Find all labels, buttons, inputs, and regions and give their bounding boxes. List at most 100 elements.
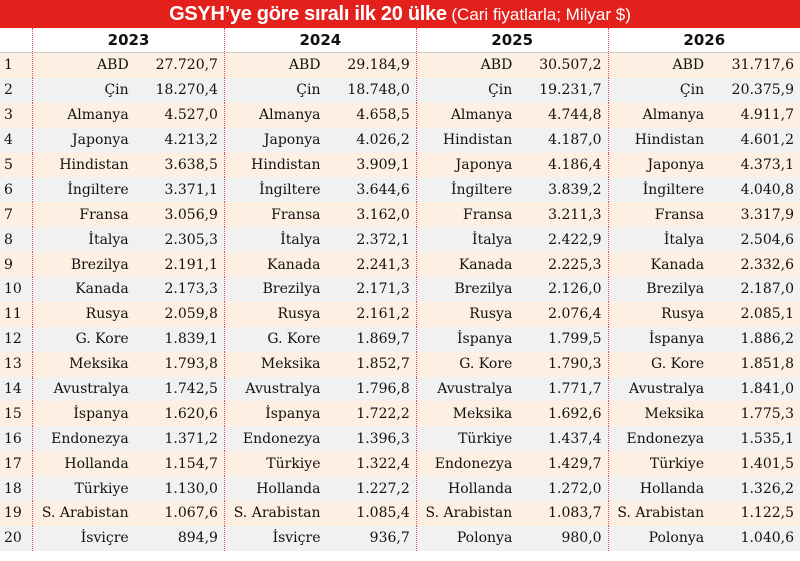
country-cell: Japonya <box>224 127 327 153</box>
header-row: 2023 2024 2025 2026 <box>0 28 800 53</box>
gdp-value-cell: 1.799,5 <box>518 326 609 352</box>
title-main: GSYH’ye göre sıralı ilk 20 ülke <box>169 3 447 25</box>
table-row: 13 Meksika 1.793,8 Meksika 1.852,7 G. Kore 1.7… <box>0 351 800 377</box>
table-row: 16 Endonezya 1.371,2 Endonezya 1.396,3 Türkiy… <box>0 426 800 452</box>
gdp-value-cell: 2.504,6 <box>710 227 800 253</box>
table-row: 14 Avustralya 1.742,5 Avustralya 1.796,8 Avus… <box>0 376 800 402</box>
gdp-value-cell: 4.373,1 <box>710 152 800 178</box>
country-cell: Endonezya <box>416 451 519 477</box>
gdp-value-cell: 3.909,1 <box>326 152 417 178</box>
country-cell: İtalya <box>416 227 519 253</box>
country-cell: İsviçre <box>224 525 327 551</box>
rank-cell: 17 <box>0 451 34 477</box>
country-cell: Brezilya <box>224 277 327 302</box>
year-header: 2026 <box>608 28 800 53</box>
rank-cell: 13 <box>0 351 34 377</box>
gdp-value-cell: 1.326,2 <box>710 476 800 502</box>
country-cell: S. Arabistan <box>32 501 135 526</box>
gdp-value-cell: 1.085,4 <box>326 501 417 526</box>
country-cell: İtalya <box>608 227 711 253</box>
country-cell: Avustralya <box>224 376 327 402</box>
gdp-value-cell: 4.658,5 <box>326 102 417 128</box>
gdp-value-cell: 1.886,2 <box>710 326 800 352</box>
country-cell: Hindistan <box>32 152 135 178</box>
gdp-value-cell: 3.371,1 <box>134 177 225 203</box>
country-cell: Polonya <box>608 525 711 551</box>
gdp-value-cell: 4.026,2 <box>326 127 417 153</box>
gdp-value-cell: 3.839,2 <box>518 177 609 203</box>
gdp-value-cell: 1.852,7 <box>326 351 417 377</box>
gdp-value-cell: 1.396,3 <box>326 426 417 452</box>
country-cell: Çin <box>224 77 327 103</box>
country-cell: Brezilya <box>416 277 519 302</box>
country-cell: İspanya <box>32 401 135 427</box>
country-cell: Hollanda <box>608 476 711 502</box>
gdp-value-cell: 1.067,6 <box>134 501 225 526</box>
rank-cell: 15 <box>0 401 34 427</box>
gdp-value-cell: 2.225,3 <box>518 252 609 278</box>
country-cell: Avustralya <box>32 376 135 402</box>
rank-header <box>0 28 34 53</box>
gdp-value-cell: 1.083,7 <box>518 501 609 526</box>
gdp-value-cell: 2.171,3 <box>326 277 417 302</box>
country-cell: Brezilya <box>32 252 135 278</box>
country-cell: İspanya <box>416 326 519 352</box>
gdp-value-cell: 18.748,0 <box>326 77 417 103</box>
rank-cell: 16 <box>0 426 34 452</box>
country-cell: Japonya <box>416 152 519 178</box>
country-cell: Hindistan <box>224 152 327 178</box>
country-cell: Endonezya <box>224 426 327 452</box>
gdp-value-cell: 2.305,3 <box>134 227 225 253</box>
gdp-value-cell: 1.227,2 <box>326 476 417 502</box>
country-cell: Almanya <box>32 102 135 128</box>
country-cell: İngiltere <box>416 177 519 203</box>
country-cell: İngiltere <box>32 177 135 203</box>
country-cell: Rusya <box>608 301 711 327</box>
rank-cell: 11 <box>0 301 34 327</box>
country-cell: İtalya <box>224 227 327 253</box>
country-cell: G. Kore <box>416 351 519 377</box>
gdp-value-cell: 1.130,0 <box>134 476 225 502</box>
gdp-value-cell: 1.692,6 <box>518 401 609 427</box>
country-cell: Türkiye <box>32 476 135 502</box>
gdp-value-cell: 2.059,8 <box>134 301 225 327</box>
gdp-value-cell: 1.429,7 <box>518 451 609 477</box>
gdp-value-cell: 1.775,3 <box>710 401 800 427</box>
gdp-value-cell: 4.744,8 <box>518 102 609 128</box>
rank-cell: 6 <box>0 177 34 203</box>
country-cell: Hindistan <box>416 127 519 153</box>
country-cell: İsviçre <box>32 525 135 551</box>
country-cell: İspanya <box>224 401 327 427</box>
table-row: 5 Hindistan 3.638,5 Hindistan 3.909,1 Japonya… <box>0 152 800 178</box>
rank-cell: 9 <box>0 252 34 278</box>
country-cell: Kanada <box>224 252 327 278</box>
country-cell: Kanada <box>608 252 711 278</box>
country-cell: Polonya <box>416 525 519 551</box>
country-cell: Almanya <box>608 102 711 128</box>
rank-cell: 8 <box>0 227 34 253</box>
rank-cell: 3 <box>0 102 34 128</box>
gdp-value-cell: 3.211,3 <box>518 202 609 228</box>
rank-cell: 1 <box>0 52 34 78</box>
country-cell: Rusya <box>224 301 327 327</box>
gdp-value-cell: 1.620,6 <box>134 401 225 427</box>
gdp-value-cell: 2.372,1 <box>326 227 417 253</box>
gdp-value-cell: 2.187,0 <box>710 277 800 302</box>
country-cell: Türkiye <box>224 451 327 477</box>
table-body: 1 ABD 27.720,7 ABD 29.184,9 ABD 30.507,2 ABD 31.… <box>0 52 800 551</box>
gdp-value-cell: 30.507,2 <box>518 52 609 78</box>
rank-cell: 5 <box>0 152 34 178</box>
gdp-value-cell: 4.601,2 <box>710 127 800 153</box>
gdp-value-cell: 1.796,8 <box>326 376 417 402</box>
country-cell: S. Arabistan <box>224 501 327 526</box>
country-cell: ABD <box>416 52 519 78</box>
gdp-value-cell: 2.076,4 <box>518 301 609 327</box>
country-cell: Meksika <box>416 401 519 427</box>
gdp-value-cell: 1.272,0 <box>518 476 609 502</box>
country-cell: Almanya <box>224 102 327 128</box>
country-cell: Hollanda <box>224 476 327 502</box>
country-cell: Endonezya <box>608 426 711 452</box>
table-row: 17 Hollanda 1.154,7 Türkiye 1.322,4 Endonezya… <box>0 451 800 477</box>
table-row: 7 Fransa 3.056,9 Fransa 3.162,0 Fransa 3.211,3… <box>0 202 800 228</box>
gdp-value-cell: 20.375,9 <box>710 77 800 103</box>
